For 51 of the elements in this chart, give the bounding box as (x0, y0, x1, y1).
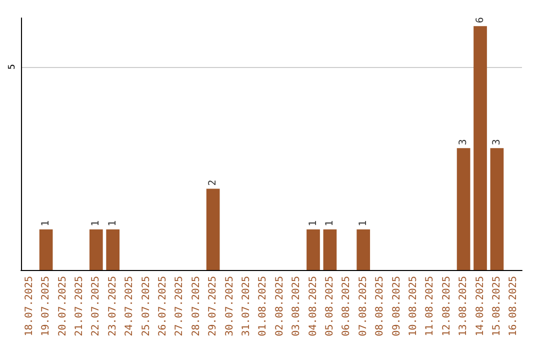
bar (39, 229, 53, 270)
x-tick-label: 09.08.2025 (391, 276, 402, 336)
x-tick-label: 03.08.2025 (291, 276, 302, 336)
x-tick-label: 28.07.2025 (190, 276, 202, 336)
x-tick-label: 10.08.2025 (408, 276, 419, 336)
x-tick-label: 30.07.2025 (224, 276, 236, 336)
x-tick-label: 12.08.2025 (441, 276, 452, 336)
data-label: 3 (491, 139, 502, 146)
bar (323, 229, 337, 270)
x-tick-label: 23.07.2025 (107, 276, 118, 336)
x-tick-label: 16.08.2025 (508, 276, 520, 336)
x-tick-label: 31.07.2025 (240, 276, 252, 336)
x-tick-label: 25.07.2025 (140, 276, 152, 336)
x-tick-label: 06.08.2025 (341, 276, 352, 336)
x-tick-label: 08.08.2025 (374, 276, 386, 336)
data-label: 1 (107, 220, 118, 226)
x-tick-label: 14.08.2025 (474, 276, 486, 336)
data-label: 1 (324, 220, 336, 226)
x-tick-label: 04.08.2025 (308, 276, 319, 336)
data-label: 1 (40, 220, 52, 226)
bar (106, 229, 120, 270)
bar (456, 148, 470, 270)
x-tick-label: 27.07.2025 (174, 276, 186, 336)
data-label: 2 (208, 180, 219, 186)
x-tick-label: 07.08.2025 (358, 276, 369, 336)
x-tick-label: 15.08.2025 (491, 276, 502, 336)
data-label: 1 (358, 220, 369, 226)
x-tick-label: 22.07.2025 (90, 276, 102, 336)
x-tick-label: 21.07.2025 (74, 276, 85, 336)
data-label: 1 (308, 220, 319, 226)
x-tick-label: 20.07.2025 (57, 276, 68, 336)
x-tick-label: 11.08.2025 (424, 276, 436, 336)
y-tick-label: 5 (8, 64, 18, 70)
x-tick-label: 02.08.2025 (274, 276, 286, 336)
bar (89, 229, 103, 270)
bar (306, 229, 320, 270)
x-tick-label: 29.07.2025 (208, 276, 219, 336)
x-tick-label: 24.07.2025 (124, 276, 136, 336)
bar (206, 188, 220, 270)
bar (356, 229, 370, 270)
data-label: 6 (474, 17, 486, 24)
data-label: 3 (458, 139, 470, 146)
bar (490, 148, 504, 270)
x-tick-label: 01.08.2025 (258, 276, 269, 336)
x-tick-label: 05.08.2025 (324, 276, 336, 336)
x-tick-label: 26.07.2025 (157, 276, 168, 336)
x-tick-label: 13.08.2025 (458, 276, 470, 336)
data-label: 1 (90, 220, 102, 226)
x-tick-label: 19.07.2025 (40, 276, 52, 336)
x-tick-label: 18.07.2025 (24, 276, 35, 336)
bar (474, 26, 487, 270)
